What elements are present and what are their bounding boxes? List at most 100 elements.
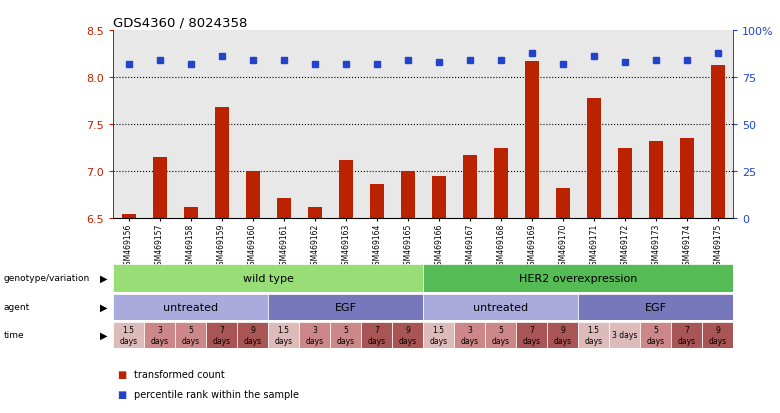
Text: untreated: untreated <box>163 302 218 312</box>
Text: ■: ■ <box>117 369 126 379</box>
Bar <box>423 294 578 320</box>
Text: days: days <box>554 336 572 345</box>
Text: GDS4360 / 8024358: GDS4360 / 8024358 <box>113 17 247 30</box>
Text: days: days <box>119 336 137 345</box>
Text: 3: 3 <box>158 325 162 335</box>
Text: EGF: EGF <box>645 302 667 312</box>
Text: ▶: ▶ <box>100 330 108 340</box>
Bar <box>525 62 539 219</box>
Text: days: days <box>243 336 261 345</box>
Bar <box>671 322 702 348</box>
Text: 9: 9 <box>250 325 255 335</box>
Text: 5: 5 <box>343 325 348 335</box>
Text: 7: 7 <box>684 325 690 335</box>
Bar <box>463 156 477 219</box>
Text: 5: 5 <box>498 325 503 335</box>
Text: days: days <box>213 336 231 345</box>
Text: ■: ■ <box>117 389 126 399</box>
Bar <box>144 322 175 348</box>
Text: wild type: wild type <box>243 273 293 283</box>
Bar <box>113 264 423 292</box>
Text: days: days <box>585 336 603 345</box>
Text: 7: 7 <box>219 325 224 335</box>
Text: days: days <box>337 336 355 345</box>
Text: days: days <box>399 336 417 345</box>
Bar <box>300 322 330 348</box>
Bar <box>392 322 423 348</box>
Bar <box>423 264 733 292</box>
Bar <box>516 322 548 348</box>
Text: ▶: ▶ <box>100 302 108 312</box>
Bar <box>578 322 609 348</box>
Bar <box>215 108 229 219</box>
Bar <box>206 322 237 348</box>
Text: ▶: ▶ <box>100 273 108 283</box>
Bar <box>640 322 671 348</box>
Bar <box>587 99 601 219</box>
Bar <box>649 142 663 219</box>
Text: days: days <box>430 336 448 345</box>
Bar <box>578 294 733 320</box>
Text: days: days <box>678 336 696 345</box>
Bar <box>122 214 136 219</box>
Bar <box>330 322 361 348</box>
Bar <box>307 208 321 219</box>
Text: 1.5: 1.5 <box>587 325 600 335</box>
Bar <box>370 184 384 219</box>
Bar <box>555 189 569 219</box>
Text: 9: 9 <box>560 325 565 335</box>
Text: 7: 7 <box>374 325 379 335</box>
Bar <box>702 322 733 348</box>
Bar <box>679 139 693 219</box>
Bar <box>361 322 392 348</box>
Bar <box>175 322 206 348</box>
Text: 1.5: 1.5 <box>433 325 445 335</box>
Bar <box>494 148 508 219</box>
Text: 3: 3 <box>467 325 472 335</box>
Text: untreated: untreated <box>473 302 528 312</box>
Text: HER2 overexpression: HER2 overexpression <box>519 273 637 283</box>
Text: 3: 3 <box>312 325 317 335</box>
Text: days: days <box>491 336 509 345</box>
Text: days: days <box>182 336 200 345</box>
Text: 5: 5 <box>654 325 658 335</box>
Bar <box>183 208 197 219</box>
Text: days: days <box>523 336 541 345</box>
Bar <box>454 322 485 348</box>
Text: 3 days: 3 days <box>612 330 637 339</box>
Bar <box>548 322 578 348</box>
Bar <box>113 322 144 348</box>
Bar <box>339 161 353 219</box>
Bar <box>618 148 632 219</box>
Bar <box>268 322 300 348</box>
Bar <box>277 198 291 219</box>
Bar <box>609 322 640 348</box>
Text: days: days <box>367 336 385 345</box>
Text: days: days <box>275 336 292 345</box>
Text: agent: agent <box>4 303 30 311</box>
Bar <box>113 294 268 320</box>
Text: 7: 7 <box>529 325 534 335</box>
Text: percentile rank within the sample: percentile rank within the sample <box>134 389 300 399</box>
Text: days: days <box>306 336 324 345</box>
Text: EGF: EGF <box>335 302 356 312</box>
Text: 5: 5 <box>188 325 193 335</box>
Text: 1.5: 1.5 <box>122 325 135 335</box>
Text: 1.5: 1.5 <box>278 325 289 335</box>
Bar <box>268 294 423 320</box>
Bar <box>401 172 415 219</box>
Bar <box>711 66 725 219</box>
Bar <box>246 172 260 219</box>
Text: 9: 9 <box>406 325 410 335</box>
Bar <box>237 322 268 348</box>
Text: days: days <box>647 336 665 345</box>
Text: time: time <box>4 330 24 339</box>
Text: genotype/variation: genotype/variation <box>4 273 90 282</box>
Bar <box>423 322 454 348</box>
Bar <box>431 177 445 219</box>
Text: transformed count: transformed count <box>134 369 225 379</box>
Bar <box>153 158 167 219</box>
Text: days: days <box>709 336 727 345</box>
Bar <box>485 322 516 348</box>
Text: 9: 9 <box>715 325 720 335</box>
